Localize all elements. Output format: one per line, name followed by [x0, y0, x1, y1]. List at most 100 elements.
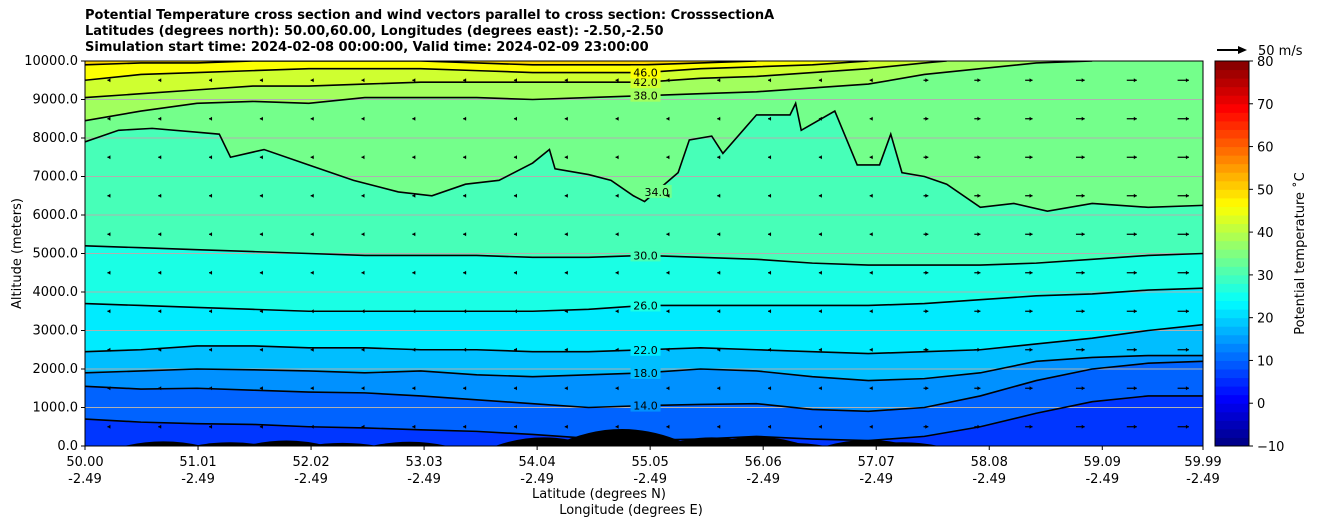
wind-arrow-head [107, 424, 111, 429]
colorbar-segment [1215, 394, 1249, 404]
colorbar-segment [1215, 112, 1249, 122]
colorbar-segment [1215, 95, 1249, 105]
wind-arrow-head [869, 78, 873, 83]
colorbar-segment [1215, 120, 1249, 130]
wind-arrow-head [818, 232, 822, 237]
colorbar-segment [1215, 206, 1249, 216]
wind-arrow-head [869, 309, 873, 314]
wind-arrow-head [666, 78, 670, 83]
x-tick-label-lon: -2.49 [68, 472, 102, 487]
wind-arrow-head [925, 424, 929, 429]
contour-line-38.0 [85, 61, 1093, 122]
terrain-peak [371, 441, 448, 446]
wind-arrow-head [768, 424, 772, 429]
x-tick-label-lon: -2.49 [746, 472, 780, 487]
colorbar-segment [1215, 215, 1249, 225]
x-tick-label-lat: 53.03 [405, 455, 442, 470]
x-tick-label-lon: -2.49 [1085, 472, 1119, 487]
wind-arrow-head [259, 309, 263, 314]
wind-arrow-head [564, 193, 568, 198]
wind-arrow-head [1029, 232, 1033, 237]
wind-arrow-head [259, 78, 263, 83]
terrain-peak [306, 442, 378, 446]
wind-arrow-head [310, 270, 314, 275]
x-tick-label-lat: 58.08 [971, 455, 1008, 470]
colorbar-frame [1214, 60, 1250, 447]
wind-arrow-head [209, 386, 213, 391]
wind-arrow-head [615, 78, 619, 83]
wind-arrow-head [818, 309, 822, 314]
colorbar-segment [1215, 420, 1249, 430]
contour-label-bg [630, 88, 661, 102]
wind-arrow-head [209, 116, 213, 121]
wind-arrow-head [977, 193, 981, 198]
wind-arrow-head [925, 193, 929, 198]
wind-arrow-head [158, 386, 162, 391]
wind-arrow-head [310, 116, 314, 121]
wind-arrow-head [717, 193, 721, 198]
wind-arrow-head [361, 270, 365, 275]
wind-arrow-head [768, 309, 772, 314]
y-tick-label: 3000.0 [33, 324, 79, 339]
y-tick-label: 10000.0 [24, 54, 78, 69]
terrain-peak [124, 441, 203, 446]
colorbar-segment [1215, 155, 1249, 165]
wind-arrow-head [768, 78, 772, 83]
chart-title-line-1: Potential Temperature cross section and … [85, 8, 775, 23]
wind-arrow-head [1133, 232, 1137, 237]
wind-arrow-head [107, 116, 111, 121]
wind-arrow-head [564, 78, 568, 83]
wind-arrow-head [158, 116, 162, 121]
wind-arrow-head [977, 232, 981, 237]
colorbar-segment [1215, 386, 1249, 396]
wind-arrow-head [1081, 116, 1085, 121]
quiver-key-label: 50 m/s [1258, 44, 1303, 59]
wind-arrow-head [768, 347, 772, 352]
wind-arrow-head [869, 232, 873, 237]
x-tick-label-lon: -2.49 [181, 472, 215, 487]
colorbar-label: Potential temperature ˚C [1292, 172, 1308, 335]
terrain-peak [553, 429, 692, 446]
wind-arrow-head [869, 193, 873, 198]
colorbar-segment [1215, 309, 1249, 319]
wind-arrow-head [1133, 270, 1137, 275]
x-tick-label-lon: -2.49 [407, 472, 441, 487]
wind-arrow-head [818, 193, 822, 198]
wind-arrow-head [925, 347, 929, 352]
wind-arrow-head [158, 347, 162, 352]
colorbar-segment [1215, 300, 1249, 310]
wind-arrow-head [107, 386, 111, 391]
colorbar-segment [1215, 360, 1249, 370]
wind-arrow-head [310, 386, 314, 391]
wind-arrow-head [1133, 193, 1137, 198]
wind-arrow-head [717, 386, 721, 391]
wind-arrow-head [310, 309, 314, 314]
colorbar-tick-label: −10 [1257, 440, 1284, 455]
colorbar-segment [1215, 351, 1249, 361]
wind-arrow-head [869, 155, 873, 160]
x-tick-label-lat: 55.05 [632, 455, 669, 470]
wind-arrow-head [717, 347, 721, 352]
wind-arrow-head [1185, 232, 1189, 237]
colorbar-segment [1215, 223, 1249, 233]
colorbar-segment [1215, 61, 1249, 71]
wind-arrow-head [977, 386, 981, 391]
colorbar-segment [1215, 86, 1249, 96]
x-axis-label-latitude: Latitude (degrees N) [532, 487, 666, 502]
contour-label: 42.0 [633, 76, 658, 89]
wind-arrow-head [463, 232, 467, 237]
wind-arrow-head [1133, 116, 1137, 121]
wind-arrow-head [768, 270, 772, 275]
wind-arrow-head [412, 386, 416, 391]
chart-title-line-3: Simulation start time: 2024-02-08 00:00:… [85, 40, 649, 55]
wind-arrow-head [158, 193, 162, 198]
colorbar-segment [1215, 292, 1249, 302]
colorbar-segment [1215, 197, 1249, 207]
y-tick-label: 5000.0 [33, 247, 79, 262]
wind-arrow-head [615, 232, 619, 237]
wind-arrow-head [158, 270, 162, 275]
wind-arrow-head [107, 270, 111, 275]
x-axis: 50.00 -2.49 51.01 -2.49 52.02 -2.49 53.03 -2.49… [66, 446, 1222, 518]
wind-arrow-head [977, 116, 981, 121]
colorbar-segment [1215, 369, 1249, 379]
